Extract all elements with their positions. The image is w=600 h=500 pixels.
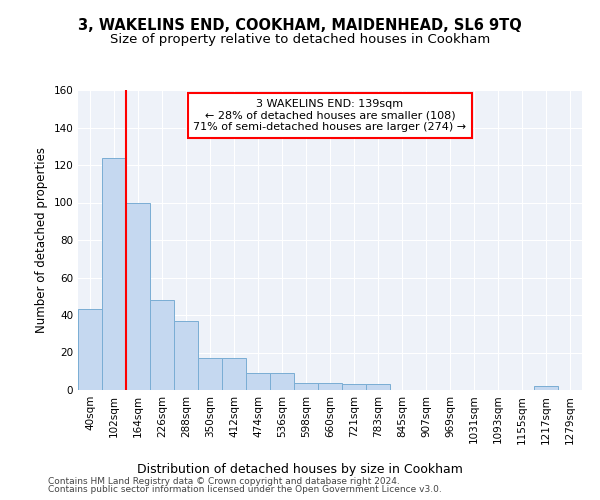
Bar (294, 382, 318, 390)
Bar (246, 373, 270, 390)
Text: Distribution of detached houses by size in Cookham: Distribution of detached houses by size … (137, 462, 463, 475)
Y-axis label: Number of detached properties: Number of detached properties (35, 147, 48, 333)
Bar (150, 300, 174, 390)
Bar (78, 310, 102, 390)
Text: Contains public sector information licensed under the Open Government Licence v3: Contains public sector information licen… (48, 485, 442, 494)
Bar (342, 384, 366, 390)
Bar (366, 384, 390, 390)
Bar (534, 386, 558, 390)
Bar (126, 202, 150, 390)
Text: 3, WAKELINS END, COOKHAM, MAIDENHEAD, SL6 9TQ: 3, WAKELINS END, COOKHAM, MAIDENHEAD, SL… (78, 18, 522, 32)
Text: 3 WAKELINS END: 139sqm
← 28% of detached houses are smaller (108)
71% of semi-de: 3 WAKELINS END: 139sqm ← 28% of detached… (193, 99, 467, 132)
Bar (174, 320, 198, 390)
Bar (102, 158, 126, 390)
Bar (222, 358, 246, 390)
Text: Size of property relative to detached houses in Cookham: Size of property relative to detached ho… (110, 32, 490, 46)
Bar (318, 382, 342, 390)
Bar (198, 358, 222, 390)
Text: Contains HM Land Registry data © Crown copyright and database right 2024.: Contains HM Land Registry data © Crown c… (48, 478, 400, 486)
Bar (270, 373, 294, 390)
